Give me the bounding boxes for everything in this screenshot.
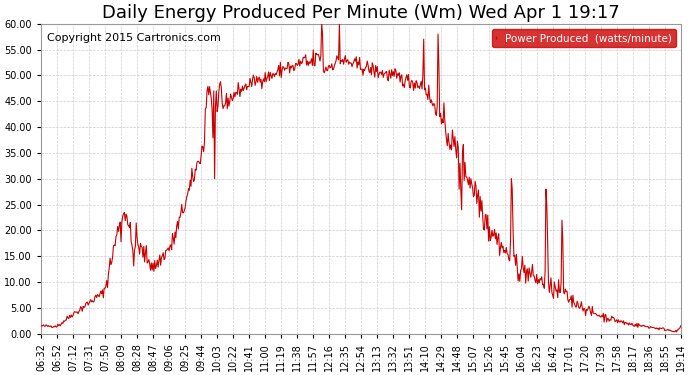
Title: Daily Energy Produced Per Minute (Wm) Wed Apr 1 19:17: Daily Energy Produced Per Minute (Wm) We…	[102, 4, 620, 22]
Legend: Power Produced  (watts/minute): Power Produced (watts/minute)	[492, 29, 676, 47]
Text: Copyright 2015 Cartronics.com: Copyright 2015 Cartronics.com	[48, 33, 221, 43]
